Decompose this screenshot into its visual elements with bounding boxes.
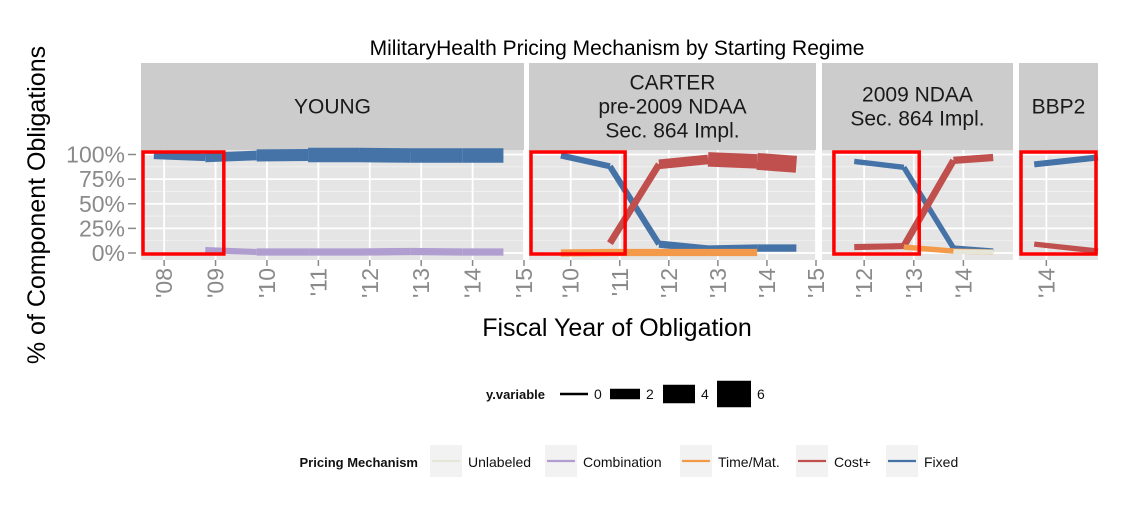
color-legend-label: Fixed [924, 454, 958, 470]
series-segment-fixed [853, 158, 905, 170]
series-segment-cost- [854, 243, 904, 251]
x-tick-label: '09 [203, 268, 229, 298]
series-segment-cost- [756, 152, 798, 173]
facet-strip [141, 63, 524, 150]
y-tick-label: 50% [79, 191, 125, 217]
x-tick-label: '10 [254, 268, 280, 298]
facet-panel: YOUNG '08 '09 '10 '11 '12 '13 '14 '15 [141, 63, 537, 298]
facet-strip-label: 2009 NDAA [862, 84, 973, 107]
series-segment-fixed [560, 152, 611, 170]
facet-strip [1019, 63, 1098, 150]
series-segment-cost- [707, 152, 758, 169]
series-segment-fixed [153, 151, 206, 162]
series-segment-cost- [953, 153, 994, 165]
x-tick-label: '11 [607, 268, 633, 296]
y-axis-title: % of Component Obligations [23, 46, 51, 364]
highlight-box [529, 150, 627, 256]
size-legend: y.variable 0 2 4 6 [486, 380, 765, 408]
series-segment-fixed [1033, 154, 1099, 168]
x-tick-label: '14 [754, 268, 780, 298]
color-legend-label: Combination [583, 454, 662, 470]
y-axis-ticks: 0%25%50%75%100% [66, 142, 136, 266]
chart-title: MilitaryHealth Pricing Mechanism by Star… [370, 37, 865, 60]
color-legend-label: Cost+ [834, 454, 871, 470]
x-tick-label: '13 [901, 268, 927, 298]
x-tick-label: '15 [511, 268, 537, 298]
size-legend-label: 2 [646, 386, 654, 402]
x-tick-label: '12 [851, 268, 877, 298]
series-segment-time-mat- [903, 244, 954, 254]
x-tick-label: '11 [305, 268, 331, 296]
x-tick-label: '14 [460, 268, 486, 298]
facet-strip-label: Sec. 864 Impl. [850, 108, 984, 131]
size-legend-title: y.variable [486, 387, 545, 402]
x-tick-label: '12 [357, 268, 383, 298]
panel-background [141, 150, 524, 260]
y-tick-label: 75% [79, 166, 125, 192]
y-tick-label: 100% [66, 142, 125, 168]
facet-strip [529, 63, 816, 150]
series-segment-cost- [658, 154, 709, 170]
highlight-box [141, 150, 226, 256]
panel-background [1019, 150, 1098, 260]
facet-strip-label: Sec. 864 Impl. [605, 120, 739, 143]
color-legend-label: Time/Mat. [718, 454, 780, 470]
facet-strip-label: CARTER [630, 72, 716, 95]
facet-strip-label: BBP2 [1032, 96, 1086, 119]
size-legend-label: 0 [594, 386, 602, 402]
color-legend: Pricing Mechanism Unlabeled Combination Tim… [300, 445, 958, 477]
series-segment-combination [205, 246, 257, 256]
size-legend-label: 4 [701, 386, 709, 402]
highlight-box [1019, 150, 1098, 256]
x-axis-title: Fiscal Year of Obligation [482, 314, 752, 342]
series-segment-fixed [205, 150, 257, 163]
facet-panel: BBP2 '14 [1019, 63, 1099, 298]
x-tick-label: '13 [408, 268, 434, 298]
x-tick-label: '08 [151, 268, 177, 298]
x-tick-label: '10 [558, 268, 584, 298]
y-tick-label: 25% [79, 215, 125, 241]
series-segment-cost- [1033, 241, 1099, 254]
x-tick-label: '13 [705, 268, 731, 298]
highlight-box [832, 150, 921, 256]
y-tick-label: 0% [92, 240, 125, 266]
facet-strip-label: pre-2009 NDAA [598, 96, 746, 119]
size-legend-label: 6 [757, 386, 765, 402]
facet-panels: YOUNG'08'09'10'11'12'13'14'15CARTERpre-2… [141, 63, 1099, 298]
series-segment-cost- [900, 158, 957, 248]
series-segment-fixed [658, 240, 709, 253]
color-legend-label: Unlabeled [468, 454, 531, 470]
x-tick-label: '12 [656, 268, 682, 298]
series-segment-cost- [607, 162, 662, 245]
color-legend-title: Pricing Mechanism [300, 455, 418, 470]
x-tick-label: '14 [950, 268, 976, 298]
facet-strip [822, 63, 1013, 150]
facet-strip-label: YOUNG [294, 96, 371, 119]
x-tick-label: '14 [1033, 268, 1059, 298]
x-tick-label: '15 [803, 268, 829, 298]
